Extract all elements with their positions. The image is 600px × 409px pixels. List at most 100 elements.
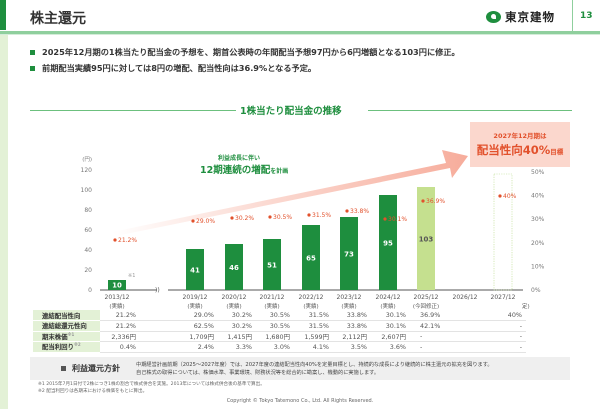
row-header: 期末株価※1 [33, 331, 100, 342]
logo-mark-icon [486, 11, 501, 23]
annotation-line2: 12期連続の増配を計画 [200, 162, 288, 176]
target-line1: 2027年12月期は [493, 132, 547, 140]
y-tick-label: 80 [84, 207, 92, 214]
section-rule-right [368, 110, 572, 111]
policy-label-text: 利益還元方針 [72, 364, 120, 373]
company-logo: 東京建物 [486, 9, 555, 25]
bullet-square-icon [30, 65, 35, 71]
axis-break-marker: )) [155, 287, 160, 294]
table-cell: 3.3% [218, 341, 256, 353]
table-cell: 30.5% [256, 310, 294, 321]
table-cell: 1,680円 [256, 331, 294, 342]
policy-line1: 中期経営計画前期（2025〜2027年度）では、2027年度の連結配当性向40%… [136, 361, 493, 368]
payout-ratio-point [383, 217, 387, 221]
page-number: 13 [580, 11, 593, 21]
table-cell: 2,112円 [333, 331, 371, 342]
table-row: 期末株価※1 2,336円 1,709円 1,415円 1,680円 1,599円 2,11… [33, 331, 526, 342]
table-row: 配当利回り※2 0.4% 2.4% 3.3% 3.0% 4.1% 3.5% 3.6% - - [33, 341, 526, 353]
x-tick-label: 2027/12 [491, 294, 516, 301]
row-footnote-ref: ※2 [73, 342, 81, 348]
y2-tick-label: 30% [531, 216, 545, 223]
table-cell: 21.2% [100, 320, 140, 332]
dividend-bar [302, 225, 320, 290]
dividend-bar [186, 249, 204, 290]
table-cell: 40% [487, 310, 526, 321]
payout-ratio-label: 31.5% [312, 212, 331, 219]
payout-ratio-label: 30.5% [273, 214, 292, 221]
x-tick-label: 2026/12 [453, 294, 478, 301]
bullet-item: 前期配当実績95円に対しては8円の増配、配当性向は36.9%となる予定。 [30, 60, 460, 76]
target-main: 配当性向40% [476, 143, 551, 157]
footnote-2: ※2 配当利回りは各期末における株価をもとに算出。 [38, 389, 148, 394]
table-cell: 1,599円 [294, 331, 333, 342]
annotation-line1: 利益成長に伴い [218, 155, 261, 162]
table-cell: - [487, 341, 526, 353]
target-line2: 配当性向40%目標 [470, 142, 570, 158]
table-cell: 2,607円 [371, 331, 410, 342]
dividend-bar-label: 46 [229, 264, 239, 272]
table-cell: 31.5% [294, 320, 333, 332]
table-row: 連結配当性向 21.2% 29.0% 30.2% 30.5% 31.5% 33.8% 30.1… [33, 310, 526, 321]
dividend-bar [340, 217, 358, 290]
x-tick-label: 2021/12 [260, 294, 285, 301]
y-axis-unit: (円) [82, 156, 92, 163]
payout-ratio-label: 21.2% [118, 237, 137, 244]
table-cell: 3.6% [371, 341, 410, 353]
table-cell: 2,336円 [100, 331, 140, 342]
row-header: 配当利回り※2 [33, 341, 100, 353]
table-cell: 0.4% [100, 341, 140, 353]
x-tick-note: (実績) [226, 302, 241, 310]
table-cell: 3.5% [333, 341, 371, 353]
y2-tick-label: 10% [531, 263, 545, 270]
table-cell: 31.5% [294, 310, 333, 321]
table-cell: 30.2% [218, 310, 256, 321]
policy-square-icon [61, 366, 66, 371]
dividend-bar [225, 244, 243, 290]
x-tick-note: (今回修正) [413, 302, 439, 310]
payout-ratio-point [498, 194, 502, 198]
table-row: 連結総還元性向 21.2% 62.5% 30.2% 30.5% 31.5% 33.8% 30.… [33, 320, 526, 332]
x-tick-label: 2025/12 [414, 294, 439, 301]
table-cell: 3.0% [256, 341, 294, 353]
table-cell [449, 320, 487, 332]
header-accent-bar [0, 0, 6, 30]
dividend-bar-label: 10 [112, 282, 122, 290]
y-tick-label: 0 [88, 287, 92, 294]
table-cell [449, 310, 487, 321]
table-cell: 62.5% [140, 320, 218, 332]
table-cell: 33.8% [333, 320, 371, 332]
x-tick-label: 2023/12 [337, 294, 362, 301]
row-footnote-ref: ※1 [67, 331, 75, 337]
payout-ratio-point [421, 199, 425, 203]
table-cell [449, 331, 487, 342]
dividend-bar [417, 187, 435, 290]
payout-ratio-label: 30.1% [388, 216, 407, 223]
dividend-bar [263, 239, 281, 290]
page-number-separator [572, 0, 573, 34]
footnotes: ※1 2015年7月1日付で2株につき1株の割合で株式併合を実施。2013年につ… [38, 381, 265, 395]
x-tick-label: 2022/12 [299, 294, 324, 301]
table-cell: - [487, 320, 526, 332]
section-rule-left [30, 110, 236, 111]
payout-ratio-label: 33.8% [350, 208, 369, 215]
payout-ratio-label: 29.0% [196, 218, 215, 225]
row-header: 連結配当性向 [33, 310, 100, 321]
payout-ratio-point [307, 213, 311, 217]
payout-ratio-label: 30.2% [235, 215, 254, 222]
note-marker: ※1 [128, 273, 135, 279]
y2-tick-label: 0% [531, 287, 541, 294]
table-cell: 4.1% [294, 341, 333, 353]
table-cell: 36.9% [410, 310, 449, 321]
payout-ratio-point [268, 215, 272, 219]
dividend-bar-label: 41 [190, 267, 200, 275]
x-tick-note: (実績) [187, 302, 202, 310]
x-tick-label: 2013/12 [105, 294, 130, 301]
dividend-bar-label: 73 [344, 251, 354, 259]
metrics-table: 連結配当性向 21.2% 29.0% 30.2% 30.5% 31.5% 33.8% 30.1… [33, 310, 526, 353]
row-header: 連結総還元性向 [33, 320, 100, 332]
y2-tick-label: 40% [531, 193, 545, 200]
bullet-item: 2025年12月期の1株当たり配当金の予想を、期首公表時の年間配当予想97円から… [30, 44, 460, 60]
page-title: 株主還元 [30, 11, 86, 27]
dividend-bar-label: 65 [306, 255, 316, 263]
table-cell: 2.4% [140, 341, 218, 353]
